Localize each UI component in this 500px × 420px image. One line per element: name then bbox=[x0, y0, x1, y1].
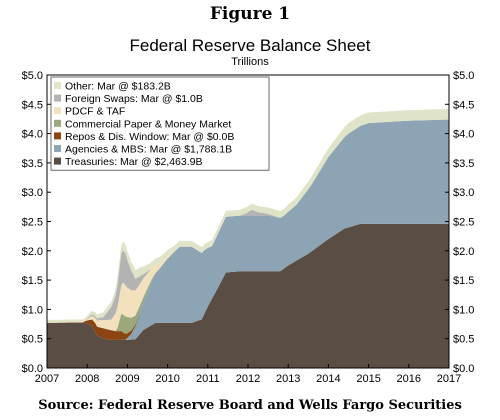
figure-label: Figure 1 bbox=[209, 4, 291, 24]
chart-title: Federal Reserve Balance Sheet bbox=[129, 36, 371, 55]
x-tick-label: 2007 bbox=[35, 373, 59, 385]
legend-label: Agencies & MBS: Mar @ $1,788.1B bbox=[65, 144, 232, 156]
y-tick-label-right: $4.0 bbox=[453, 129, 474, 141]
x-tick-label: 2015 bbox=[356, 373, 380, 385]
x-tick-label: 2016 bbox=[397, 373, 421, 385]
area-series-5 bbox=[47, 119, 449, 332]
y-tick-label-right: $2.5 bbox=[453, 217, 474, 229]
legend-swatch bbox=[54, 157, 61, 165]
y-tick-label-right: $4.5 bbox=[453, 99, 474, 111]
chart-subtitle: Trillions bbox=[231, 56, 269, 68]
area-series-layer bbox=[47, 108, 449, 368]
y-tick-label-right: $1.5 bbox=[453, 275, 474, 287]
y-tick-label-right: $2.0 bbox=[453, 246, 474, 258]
x-tick-label: 2008 bbox=[75, 373, 99, 385]
source-note: Source: Federal Reserve Board and Wells … bbox=[38, 398, 462, 413]
y-tick-label-right: $0.5 bbox=[453, 334, 474, 346]
y-tick-label-left: $1.0 bbox=[22, 304, 43, 316]
legend-swatch bbox=[54, 132, 61, 140]
legend-swatch bbox=[54, 82, 61, 89]
axis-ticks: $0.0 $0.0 $0.5 $0.5 $1.0 $1.0 $1.5 $1.5 $2.0 $2.0… bbox=[22, 70, 475, 385]
legend-label: Repos & Dis. Window: Mar @ $0.0B bbox=[65, 131, 234, 143]
y-tick-label-left: $2.0 bbox=[22, 246, 43, 258]
y-tick-label-right: $3.0 bbox=[453, 187, 474, 199]
y-tick-label-left: $2.5 bbox=[22, 217, 43, 229]
x-tick-label: 2010 bbox=[155, 373, 179, 385]
legend-label: Treasuries: Mar @ $2,463.9B bbox=[65, 156, 203, 168]
legend-swatch bbox=[54, 145, 61, 152]
x-tick-label: 2013 bbox=[276, 373, 300, 385]
legend-label: Foreign Swaps: Mar @ $1.0B bbox=[65, 93, 203, 105]
legend-swatch bbox=[54, 119, 61, 127]
area-series-7 bbox=[47, 108, 449, 323]
x-tick-label: 2017 bbox=[437, 373, 461, 385]
y-tick-label-left: $5.0 bbox=[22, 70, 43, 82]
area-series-6 bbox=[47, 119, 449, 323]
legend-label: PDCF & TAF bbox=[65, 106, 125, 118]
x-tick-label: 2009 bbox=[115, 373, 139, 385]
y-tick-label-left: $1.5 bbox=[22, 275, 43, 287]
x-tick-label: 2012 bbox=[236, 373, 260, 385]
legend-label: Other: Mar @ $183.2B bbox=[65, 81, 171, 93]
y-tick-label-right: $0.0 bbox=[453, 363, 474, 375]
y-tick-label-left: $0.0 bbox=[22, 363, 43, 375]
legend-swatch bbox=[54, 94, 61, 102]
y-tick-label-right: $1.0 bbox=[453, 304, 474, 316]
x-tick-label: 2014 bbox=[316, 373, 340, 385]
y-tick-label-left: $3.0 bbox=[22, 187, 43, 199]
y-tick-label-left: $0.5 bbox=[22, 334, 43, 346]
y-tick-label-left: $4.5 bbox=[22, 99, 43, 111]
y-tick-label-right: $5.0 bbox=[453, 70, 474, 82]
y-tick-label-left: $4.0 bbox=[22, 129, 43, 141]
legend-swatch bbox=[54, 107, 61, 115]
y-tick-label-left: $3.5 bbox=[22, 158, 43, 170]
legend-label: Commercial Paper & Money Market bbox=[65, 118, 231, 130]
y-tick-label-right: $3.5 bbox=[453, 158, 474, 170]
x-tick-label: 2011 bbox=[196, 373, 220, 385]
area-series-1 bbox=[47, 223, 449, 368]
legend-box bbox=[50, 76, 270, 171]
area-series-2 bbox=[47, 119, 449, 340]
